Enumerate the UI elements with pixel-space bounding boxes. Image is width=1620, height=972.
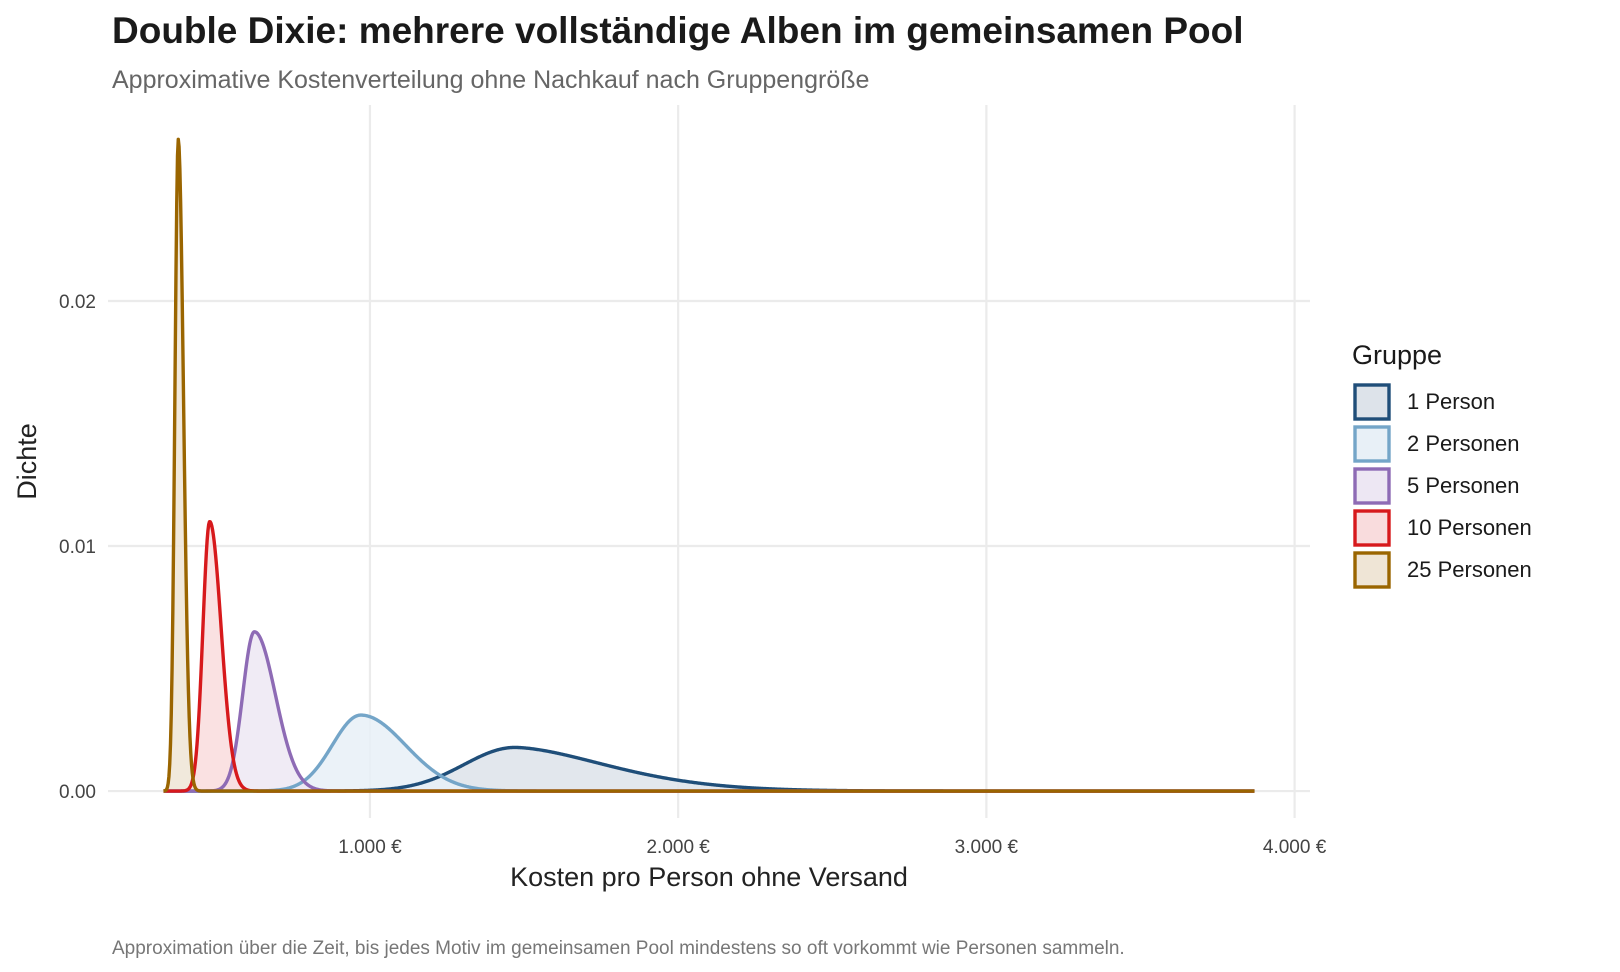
y-axis-title: Dichte — [12, 423, 42, 500]
density-area-5-personen — [163, 631, 1255, 792]
x-tick-label: 4.000 € — [1263, 837, 1327, 858]
y-tick-label: 0.02 — [59, 292, 96, 313]
legend-key-5-personen — [1353, 467, 1391, 505]
x-tick-label: 3.000 € — [955, 837, 1019, 858]
chart-subtitle: Approximative Kostenverteilung ohne Nach… — [112, 66, 870, 94]
legend-label-1-person: 1 Person — [1407, 389, 1495, 414]
chart-caption: Approximation über die Zeit, bis jedes M… — [112, 938, 1125, 959]
legend-label-10-personen: 10 Personen — [1407, 515, 1532, 540]
y-tick-label: 0.00 — [59, 782, 96, 803]
legend-key-2-personen — [1353, 425, 1391, 463]
density-areas — [163, 139, 1255, 792]
x-axis-title: Kosten pro Person ohne Versand — [510, 862, 908, 892]
x-axis-ticks: 1.000 € 2.000 € 3.000 € 4.000 € — [338, 837, 1326, 858]
legend-title: Gruppe — [1352, 340, 1442, 370]
legend-key-1-person — [1353, 383, 1391, 421]
legend-label-25-personen: 25 Personen — [1407, 557, 1532, 582]
x-tick-label: 2.000 € — [646, 837, 710, 858]
legend-key-25-personen — [1353, 551, 1391, 589]
y-tick-label: 0.01 — [59, 537, 96, 558]
x-tick-label: 1.000 € — [338, 837, 402, 858]
chart-title: Double Dixie: mehrere vollständige Alben… — [112, 10, 1244, 51]
density-line-25-personen — [162, 137, 1256, 793]
density-area-25-personen — [163, 139, 1255, 792]
y-axis-ticks: 0.00 0.01 0.02 — [59, 292, 96, 803]
density-lines — [162, 137, 1256, 793]
legend-key-10-personen — [1353, 509, 1391, 547]
grid-lines — [108, 105, 1310, 818]
legend: Gruppe 1 Person 2 Personen 5 Personen 10 Pe… — [1352, 340, 1532, 589]
legend-label-2-personen: 2 Personen — [1407, 431, 1520, 456]
density-area-2-personen — [163, 715, 1255, 792]
legend-label-5-personen: 5 Personen — [1407, 473, 1520, 498]
